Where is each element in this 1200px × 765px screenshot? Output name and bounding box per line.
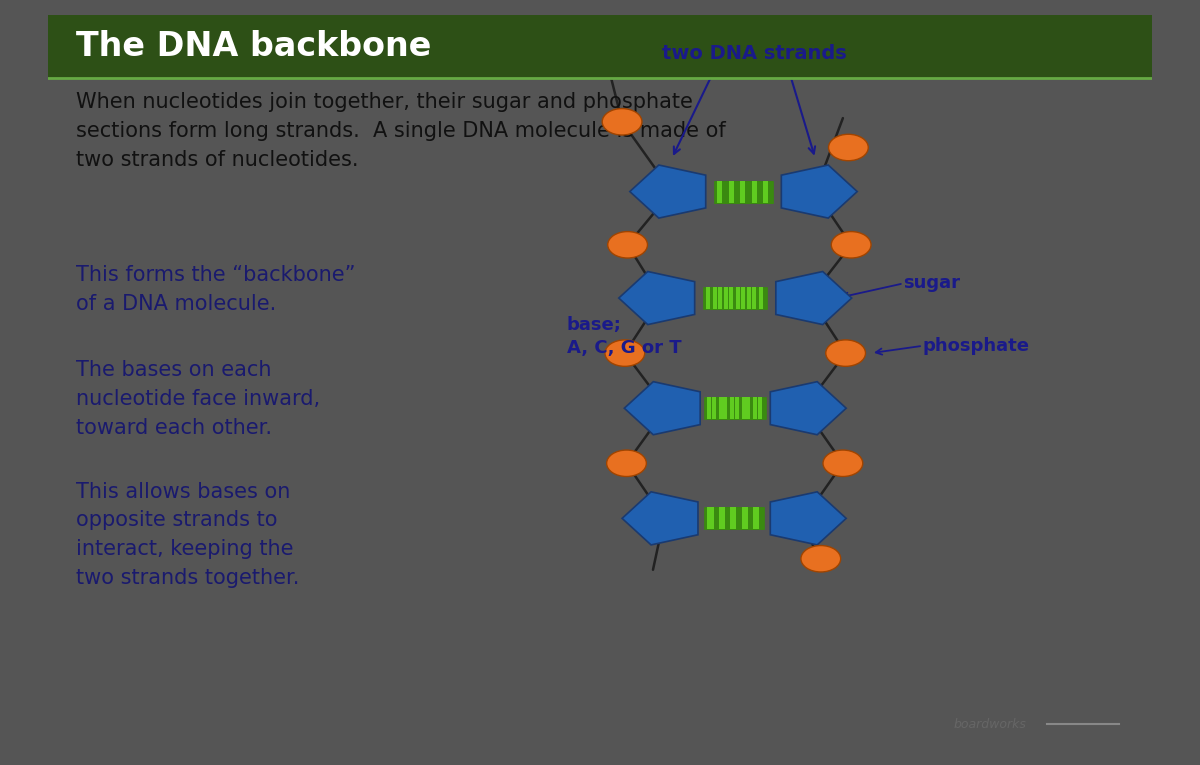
Bar (756, 507, 760, 529)
Bar (742, 397, 745, 419)
Bar (730, 181, 733, 203)
Circle shape (826, 340, 865, 366)
Bar (730, 397, 734, 419)
Bar (728, 181, 733, 203)
Bar (718, 181, 721, 203)
Circle shape (832, 232, 871, 258)
Polygon shape (776, 272, 852, 324)
Polygon shape (622, 492, 698, 545)
Polygon shape (619, 272, 695, 324)
Text: This forms the “backbone”
of a DNA molecule.: This forms the “backbone” of a DNA molec… (76, 265, 355, 314)
Bar (742, 507, 745, 529)
Bar (754, 397, 757, 419)
Bar (707, 507, 712, 529)
Circle shape (828, 135, 869, 161)
Polygon shape (770, 492, 846, 545)
Circle shape (602, 109, 642, 135)
Bar (757, 397, 762, 419)
Text: When nucleotides join together, their sugar and phosphate
sections form long str: When nucleotides join together, their su… (76, 93, 725, 170)
Bar (709, 507, 714, 529)
Bar (709, 397, 767, 419)
Bar (719, 397, 722, 419)
Bar (715, 181, 773, 203)
Bar (730, 507, 734, 529)
Bar (734, 397, 739, 419)
Circle shape (823, 450, 863, 477)
Bar (707, 507, 764, 529)
Bar (758, 287, 762, 309)
Text: The bases on each
nucleotide face inward,
toward each other.: The bases on each nucleotide face inward… (76, 360, 319, 438)
Text: sugar: sugar (904, 275, 960, 292)
Text: boardworks: boardworks (953, 718, 1026, 731)
Bar (751, 181, 756, 203)
Text: This allows bases on
opposite strands to
interact, keeping the
two strands toget: This allows bases on opposite strands to… (76, 482, 299, 588)
Bar (712, 397, 715, 419)
Polygon shape (781, 165, 857, 218)
Bar (721, 507, 725, 529)
Bar (718, 287, 721, 309)
Bar (707, 397, 712, 419)
Bar (763, 181, 767, 203)
Bar (748, 287, 751, 309)
Bar (746, 397, 750, 419)
Polygon shape (630, 165, 706, 218)
Bar (740, 181, 744, 203)
Bar (730, 287, 733, 309)
Bar (714, 181, 772, 203)
Bar (719, 507, 722, 529)
Bar (713, 287, 716, 309)
Bar (718, 181, 722, 203)
Polygon shape (624, 382, 700, 435)
Bar (752, 287, 756, 309)
Bar (736, 287, 739, 309)
Bar (709, 287, 767, 309)
Circle shape (607, 450, 647, 477)
Bar (704, 397, 762, 419)
Bar (732, 507, 737, 529)
Circle shape (800, 545, 841, 572)
Text: base;
A, C, G or T: base; A, C, G or T (566, 317, 682, 356)
Bar (704, 507, 762, 529)
Bar (724, 397, 727, 419)
Bar (703, 287, 761, 309)
Bar (724, 287, 728, 309)
Bar (742, 181, 745, 203)
Circle shape (607, 232, 648, 258)
Bar (764, 181, 768, 203)
Bar (752, 181, 756, 203)
Bar (707, 287, 710, 309)
Polygon shape (770, 382, 846, 435)
Text: two DNA strands: two DNA strands (662, 44, 847, 63)
Text: phosphate: phosphate (923, 337, 1030, 355)
Text: The DNA backbone: The DNA backbone (76, 31, 431, 63)
Bar (754, 507, 757, 529)
Circle shape (605, 340, 644, 366)
Bar (744, 507, 748, 529)
Bar (740, 287, 745, 309)
Bar (48, 15, 1152, 78)
